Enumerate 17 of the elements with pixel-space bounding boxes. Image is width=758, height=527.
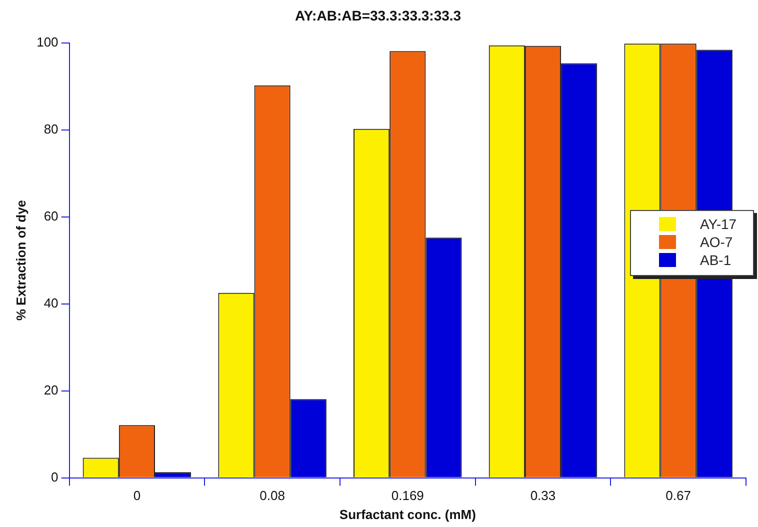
legend-label: AB-1 <box>700 252 732 268</box>
legend-label: AY-17 <box>700 216 737 232</box>
x-tick-label: 0 <box>133 488 141 504</box>
y-tick-label: 60 <box>44 208 58 224</box>
x-tick-label: 0.08 <box>260 488 285 504</box>
y-tick-label: 100 <box>36 34 58 50</box>
chart-title: AY:AB:AB=33.3:33.3:33.3 <box>294 7 462 24</box>
y-axis-title: % Extraction of dye <box>13 200 28 321</box>
y-tick-label: 80 <box>44 121 58 136</box>
x-axis-title: Surfactant conc. (mM) <box>339 506 476 522</box>
legend-label: AO-7 <box>700 234 733 250</box>
y-tick-label: 40 <box>44 295 58 310</box>
x-tick-label: 0.33 <box>530 488 556 504</box>
x-tick-label: 0.169 <box>391 488 424 504</box>
y-tick-label: 20 <box>44 382 58 398</box>
y-tick-label: 0 <box>51 469 58 484</box>
x-tick-label: 0.67 <box>666 488 691 504</box>
